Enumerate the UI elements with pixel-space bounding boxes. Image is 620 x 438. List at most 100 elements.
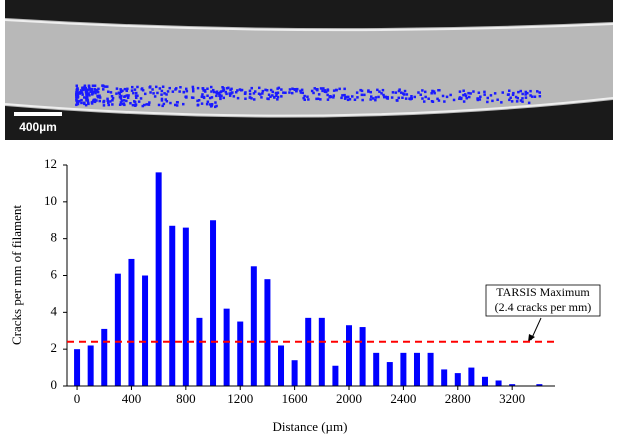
crack-dot (236, 96, 240, 100)
crack-dot (397, 89, 401, 93)
crack-dot (514, 95, 518, 99)
bar (101, 328, 108, 386)
crack-dot (191, 85, 195, 89)
bar (237, 321, 244, 386)
crack-dot (517, 90, 520, 94)
crack-dot (160, 99, 164, 102)
bar (346, 325, 353, 386)
crack-dot (250, 97, 253, 100)
crack-dot (276, 87, 279, 90)
crack-dot (323, 90, 327, 93)
crack-dot (390, 96, 394, 99)
crack-dot (476, 98, 480, 102)
crack-dot (261, 92, 264, 95)
crack-dot (291, 91, 294, 95)
crack-dot (436, 97, 439, 101)
bar (509, 384, 516, 386)
bar (264, 279, 271, 386)
crack-dot (384, 95, 387, 99)
annotation: (2.4 cracks per mm) (495, 300, 592, 314)
crack-dot (230, 87, 233, 91)
crack-dot (141, 89, 145, 92)
crack-dot (445, 95, 449, 99)
crack-dot (192, 90, 195, 93)
crack-dot (86, 90, 89, 93)
crack-dot (315, 97, 318, 101)
crack-dot (125, 99, 128, 103)
crack-dot (160, 89, 164, 93)
crack-dot (135, 91, 138, 95)
crack-dot (215, 104, 218, 108)
crack-dot (437, 99, 441, 102)
crack-dot (409, 97, 413, 100)
crack-dot (319, 87, 323, 90)
crack-dot (430, 100, 434, 103)
bar (87, 345, 94, 386)
crack-dot (346, 98, 350, 102)
crack-dot (343, 97, 347, 100)
crack-dot (136, 94, 139, 97)
crack-dot (161, 104, 164, 108)
crack-dot (161, 85, 165, 88)
crack-dot (137, 100, 141, 103)
crack-dot (102, 88, 105, 91)
crack-dot (91, 84, 95, 87)
crack-dot (120, 94, 123, 98)
crack-dot (372, 97, 375, 100)
crack-dot (215, 91, 218, 95)
crack-dot (437, 89, 440, 92)
crack-dot (401, 96, 404, 99)
crack-dot (361, 98, 364, 102)
crack-dot (328, 95, 331, 99)
crack-dot (398, 88, 401, 91)
crack-dot (75, 99, 79, 103)
crack-dot (75, 95, 78, 99)
crack-dot (391, 91, 395, 94)
crack-dot (147, 103, 151, 106)
crack-dot (106, 99, 109, 102)
crack-dot (143, 103, 146, 107)
crack-dot (200, 102, 204, 105)
crack-dot (367, 90, 370, 93)
crack-dot (145, 103, 148, 106)
crack-dot (500, 101, 503, 104)
crack-dot (515, 100, 519, 103)
crack-dot (156, 91, 159, 95)
crack-dot (377, 95, 380, 99)
crack-dot (238, 88, 242, 91)
crack-dot (201, 87, 205, 90)
crack-dot (203, 89, 207, 92)
crack-dot (521, 100, 524, 103)
crack-dot (449, 93, 452, 97)
crack-dot (125, 89, 128, 92)
bar (373, 352, 380, 386)
crack-dot (276, 95, 280, 99)
crack-dot (126, 87, 129, 91)
crack-dot (413, 95, 416, 99)
crack-dot (374, 96, 378, 99)
crack-dot (107, 101, 110, 104)
y-tick-label: 4 (51, 303, 58, 318)
crack-dot (402, 93, 406, 96)
crack-dot (157, 103, 161, 107)
crack-dot (479, 95, 482, 98)
crack-dot (98, 96, 102, 99)
crack-dot (527, 101, 531, 105)
crack-dot (340, 96, 343, 100)
crack-dot (501, 91, 504, 94)
x-tick-label: 1600 (282, 391, 308, 406)
crack-dot (106, 85, 109, 88)
crack-dot (97, 87, 100, 91)
crack-dot (284, 91, 287, 94)
crack-dot (261, 89, 265, 93)
crack-dot (158, 87, 162, 90)
crack-dot (79, 91, 82, 94)
crack-dot (295, 89, 298, 93)
crack-dot (212, 88, 215, 92)
crack-dot (334, 88, 338, 92)
crack-dot (196, 104, 200, 107)
crack-dot (381, 88, 385, 92)
crack-dot (210, 104, 213, 107)
y-axis-label: Cracks per mm of filament (9, 205, 24, 345)
